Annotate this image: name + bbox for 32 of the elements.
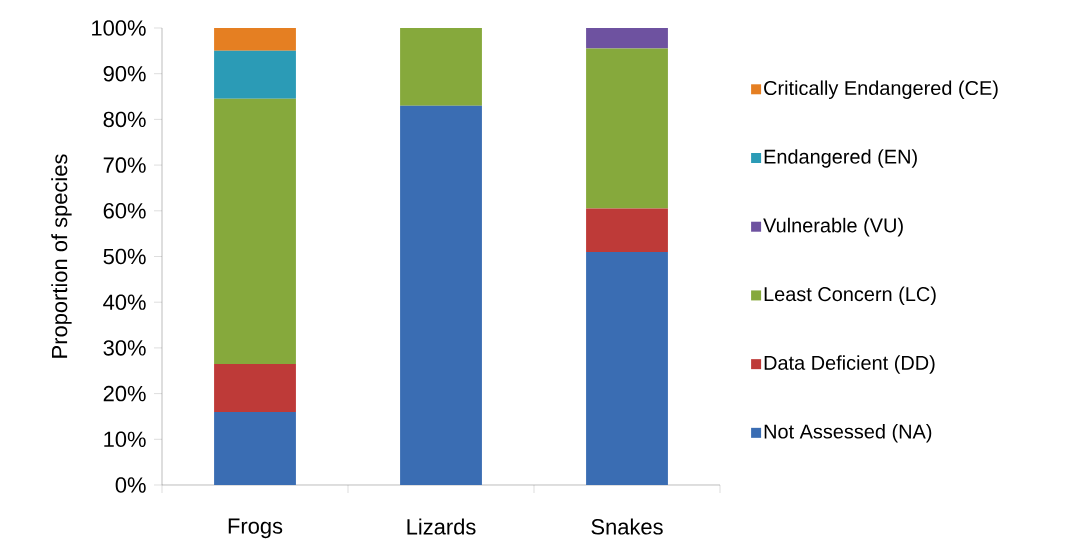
bar	[214, 50, 296, 99]
y-tick-label: 70%	[103, 157, 146, 173]
bar	[586, 48, 668, 209]
x-tick-label: Frogs	[228, 518, 283, 538]
y-tick-label: 0%	[115, 477, 146, 493]
y-tick-label: 60%	[103, 202, 146, 219]
legend-label: Vulnerable (VU)	[763, 217, 903, 237]
legend-label: Data Deficient (DD)	[764, 355, 935, 374]
y-tick-label: 100%	[92, 20, 146, 36]
bar	[214, 27, 296, 51]
y-tick-label: 30%	[103, 339, 146, 356]
bar	[214, 411, 296, 485]
x-tick-label: Snakes	[591, 518, 663, 535]
y-tick-label: 50%	[103, 248, 146, 265]
y-tick-label: 90%	[103, 65, 146, 82]
legend-label: Endangered (EN)	[764, 148, 917, 168]
bar	[214, 98, 296, 364]
bar	[400, 105, 482, 485]
legend-label: Critically Endangered (CE)	[764, 80, 998, 99]
y-axis-title: Proportion of species	[51, 154, 72, 358]
y-tick-label: 20%	[103, 385, 146, 402]
y-tick-label: 80%	[103, 111, 146, 127]
y-tick-label: 40%	[103, 294, 146, 310]
bar	[400, 27, 482, 106]
bar	[586, 208, 668, 252]
bar	[214, 363, 296, 412]
bar	[586, 251, 668, 485]
y-tick-label: 10%	[104, 431, 146, 447]
x-tick-label: Lizards	[407, 518, 476, 535]
legend-label: Not Assessed (NA)	[764, 423, 932, 443]
bar	[586, 27, 668, 49]
legend-label: Least Concern (LC)	[764, 286, 936, 305]
